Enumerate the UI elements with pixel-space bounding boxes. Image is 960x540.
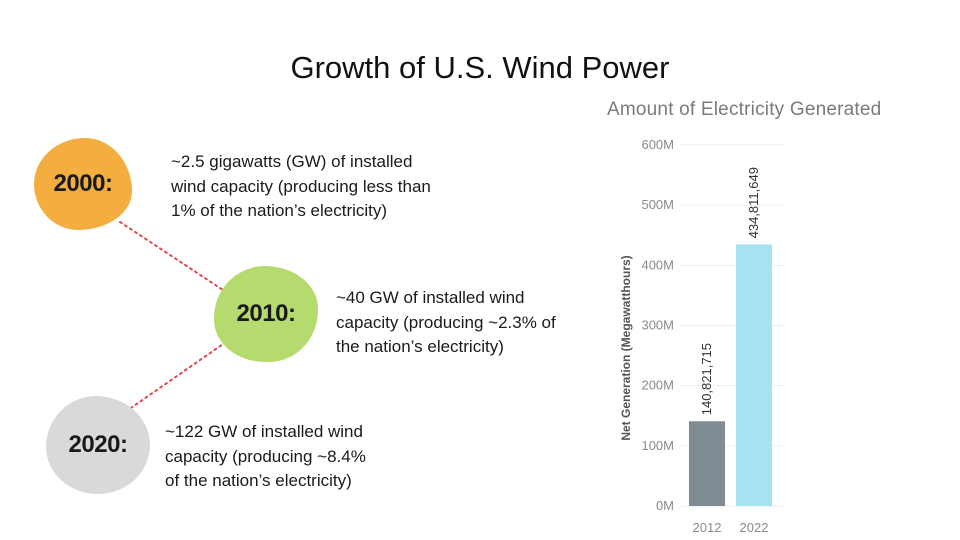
y-axis-ticks: 0M 100M 200M 300M 400M 500M 600M bbox=[641, 137, 674, 513]
bar-2022 bbox=[736, 244, 772, 507]
bar-2012 bbox=[689, 421, 725, 506]
y-tick-label: 500M bbox=[641, 197, 674, 212]
bars bbox=[689, 244, 772, 507]
page-title: Growth of U.S. Wind Power bbox=[290, 50, 670, 85]
x-axis-categories: 2012 2022 bbox=[693, 520, 769, 535]
milestone-text-2010: ~40 GW of installed wind capacity (produ… bbox=[336, 288, 556, 357]
milestone-text-2000: ~2.5 gigawatts (GW) of installed wind ca… bbox=[171, 152, 431, 221]
y-tick-label: 0M bbox=[656, 498, 674, 513]
y-tick-label: 100M bbox=[641, 438, 674, 453]
x-tick-label: 2012 bbox=[693, 520, 722, 535]
year-label-2020: 2020: bbox=[68, 431, 128, 458]
year-label-2010: 2010: bbox=[236, 300, 296, 327]
x-tick-label: 2022 bbox=[740, 520, 769, 535]
connector-2000-2010 bbox=[119, 221, 227, 293]
chart-title: Amount of Electricity Generated bbox=[607, 99, 882, 120]
y-tick-label: 400M bbox=[641, 257, 674, 272]
electricity-bar-chart: Net Generation (Megawatthours) 0M 100M 200… bbox=[619, 137, 785, 535]
data-label-2022: 434,811,649 bbox=[746, 167, 761, 238]
y-tick-label: 200M bbox=[641, 378, 674, 393]
data-label-2012: 140,821,715 bbox=[699, 343, 714, 415]
y-axis-title: Net Generation (Megawatthours) bbox=[619, 255, 633, 440]
year-label-2000: 2000: bbox=[53, 170, 113, 197]
y-tick-label: 600M bbox=[641, 137, 674, 152]
milestone-text-2020: ~122 GW of installed wind capacity (prod… bbox=[165, 422, 366, 491]
data-labels: 140,821,715 434,811,649 bbox=[699, 167, 761, 415]
connector-2010-2020 bbox=[127, 341, 227, 411]
year-badge-2000: 2000: bbox=[34, 138, 132, 230]
year-badge-2010: 2010: bbox=[214, 266, 318, 362]
y-tick-label: 300M bbox=[641, 318, 674, 333]
year-badge-2020: 2020: bbox=[46, 396, 150, 494]
